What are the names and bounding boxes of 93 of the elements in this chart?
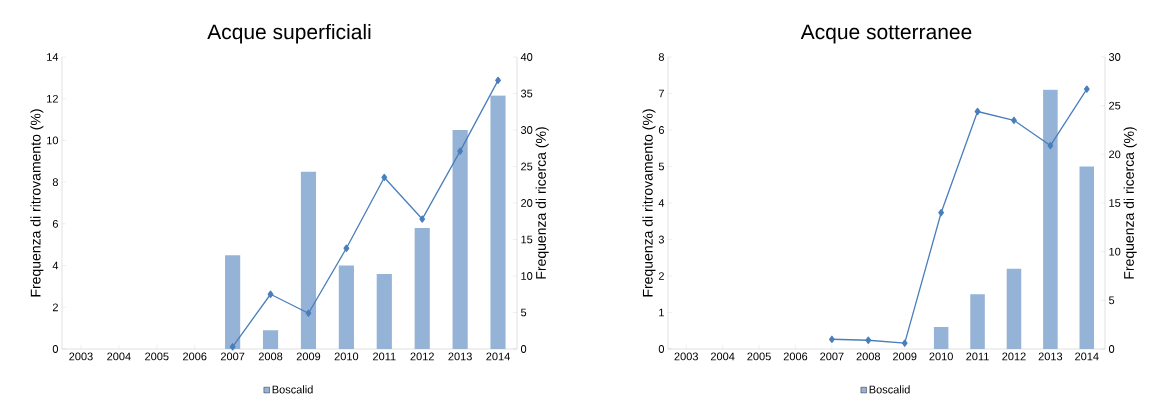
y-tick-label: 14 (47, 53, 59, 61)
y2-tick-label: 25 (1109, 101, 1121, 110)
point (419, 215, 426, 223)
y-tick-label: 0 (658, 345, 665, 353)
bar (1043, 89, 1058, 349)
bar (338, 265, 354, 349)
point (457, 147, 464, 155)
chart-title: Acque sotterranee (800, 24, 972, 44)
x-tick-label: 2009 (296, 352, 321, 361)
y-tick-label: 8 (52, 178, 58, 187)
bar (490, 95, 506, 349)
x-tick-label: 2010 (929, 352, 953, 361)
x-tick-label: 2006 (783, 352, 808, 361)
point (343, 244, 350, 252)
x-tick-label: 2013 (448, 352, 472, 361)
legend-label: Boscalid (869, 385, 910, 394)
point (305, 309, 312, 317)
y-tick-label: 10 (47, 136, 59, 145)
x-tick-label: 2014 (486, 352, 510, 361)
y2-tick-label: 35 (520, 89, 533, 98)
x-tick-label: 2003 (69, 352, 93, 361)
x-tick-label: 2012 (410, 352, 434, 361)
x-tick-label: 2004 (107, 352, 131, 361)
y-tick-label: 6 (52, 219, 58, 228)
y-axis-title: Frequenza di ritrovamento (%) (30, 109, 44, 297)
point (938, 209, 945, 217)
y2-tick-label: 30 (520, 126, 533, 134)
y-tick-label: 3 (658, 235, 664, 244)
bar (225, 255, 241, 349)
y2-tick-label: 15 (521, 235, 533, 244)
y-tick-label: 2 (52, 303, 58, 312)
y2-tick-label: 0 (520, 345, 527, 353)
x-tick-label: 2013 (1038, 352, 1063, 361)
point (865, 336, 872, 344)
y-tick-label: 8 (658, 53, 664, 61)
x-tick-label: 2003 (674, 352, 698, 361)
bar (1006, 268, 1022, 349)
x-tick-label: 2005 (747, 352, 771, 361)
x-tick-label: 2007 (220, 352, 245, 361)
y2-tick-label: 5 (1108, 296, 1115, 305)
y-axis-title: Frequenza di ritrovamento (%) (642, 109, 656, 297)
x-tick-label: 2006 (183, 352, 207, 361)
y2-tick-label: 10 (521, 272, 533, 280)
y-tick-label: 7 (658, 89, 664, 98)
y-tick-label: 12 (47, 94, 58, 103)
y2-tick-label: 20 (521, 199, 533, 207)
point (974, 107, 981, 116)
x-tick-label: 2012 (1002, 352, 1026, 361)
y2-axis-title: Frequenza di ricerca (%) (1123, 127, 1137, 279)
y2-tick-label: 0 (1108, 345, 1115, 353)
legend-label: Boscalid (272, 385, 313, 394)
y-tick-label: 6 (658, 126, 664, 134)
y-tick-label: 5 (658, 162, 664, 171)
bar (1079, 166, 1095, 349)
x-tick-label: 2010 (334, 352, 359, 361)
point (1011, 116, 1017, 124)
y2-tick-label: 25 (521, 162, 533, 171)
bar (376, 273, 392, 349)
x-tick-label: 2008 (258, 352, 283, 361)
x-tick-label: 2005 (145, 352, 169, 361)
x-tick-label: 2004 (710, 352, 735, 361)
x-tick-label: 2011 (373, 352, 396, 361)
y2-tick-label: 15 (1109, 199, 1121, 207)
bar (970, 294, 985, 349)
y-tick-label: 2 (658, 272, 664, 280)
point (1083, 85, 1090, 93)
y2-tick-label: 30 (1108, 53, 1121, 61)
point (381, 173, 388, 182)
bar (933, 327, 949, 349)
chart-title: Acque superficiali (207, 23, 371, 44)
bar (452, 130, 468, 349)
point (229, 343, 236, 351)
bar (262, 330, 279, 349)
y2-tick-label: 20 (1109, 150, 1121, 159)
y-tick-label: 0 (52, 345, 59, 353)
y2-tick-label: 40 (520, 53, 533, 61)
x-tick-label: 2007 (820, 352, 844, 361)
x-tick-label: 2009 (893, 352, 917, 361)
x-tick-label: 2008 (856, 352, 881, 361)
point (1047, 141, 1054, 150)
bar (414, 228, 430, 349)
point (828, 335, 835, 343)
y2-axis-title: Frequenza di ricerca (%) (535, 127, 549, 279)
point (267, 290, 274, 298)
y-tick-label: 1 (659, 308, 664, 317)
x-tick-label: 2011 (966, 352, 989, 361)
y-tick-label: 4 (658, 199, 665, 207)
x-tick-label: 2014 (1075, 352, 1099, 361)
y2-tick-label: 10 (1109, 247, 1121, 256)
y2-tick-label: 5 (520, 308, 527, 317)
bar (300, 171, 317, 349)
y-tick-label: 4 (52, 261, 59, 270)
point (901, 339, 908, 347)
